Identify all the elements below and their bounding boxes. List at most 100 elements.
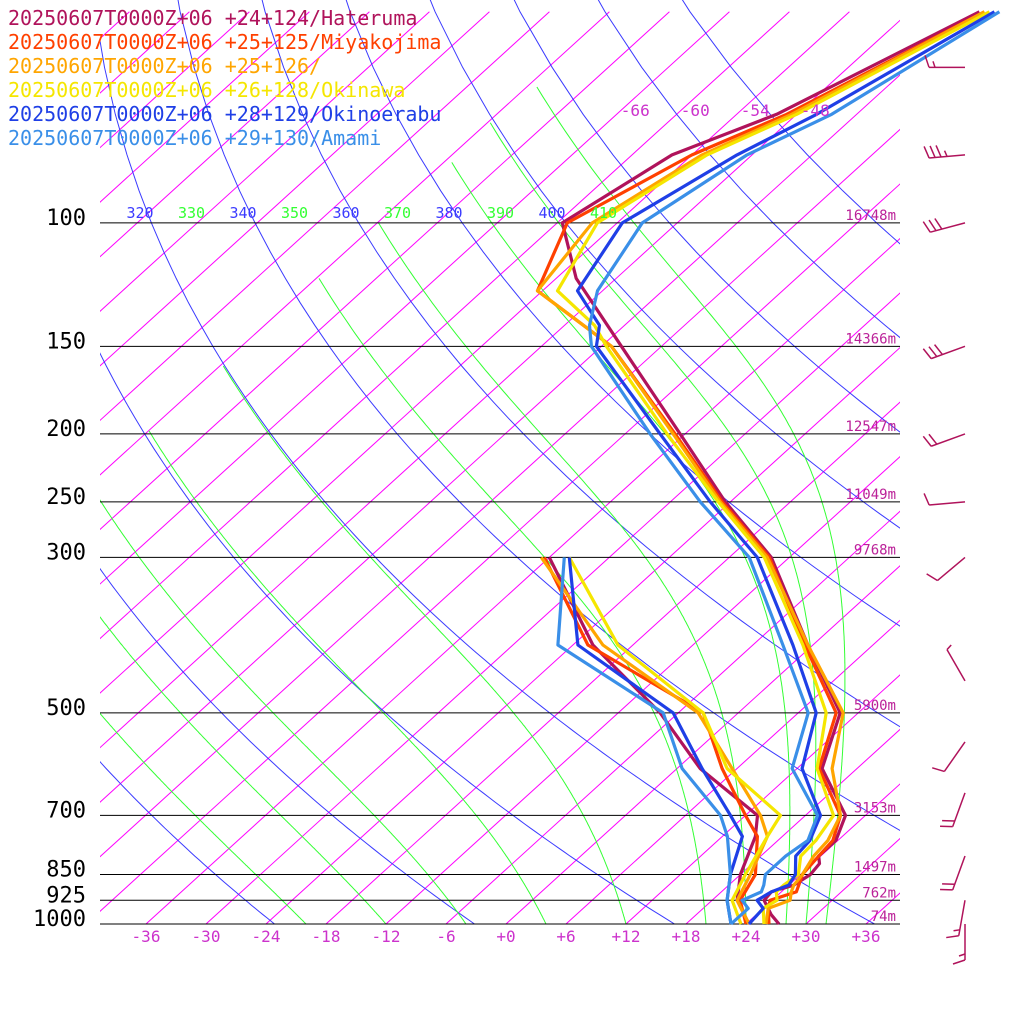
wind-barb-flag <box>928 346 938 358</box>
theta-label: 410 <box>590 204 617 222</box>
pressure-label: 1000 <box>33 907 86 932</box>
legend-entry: 20250607T0000Z+06 +25+126/ <box>8 54 322 78</box>
pressure-label: 500 <box>46 696 86 721</box>
isotherm-line <box>986 12 1024 924</box>
isotherm-line <box>505 565 900 924</box>
isotherm-line <box>145 237 900 924</box>
dry-adiabat-line <box>429 0 900 529</box>
wind-barb-flag <box>926 573 938 582</box>
theta-label: 380 <box>435 204 462 222</box>
temperature-tick-label: +0 <box>496 927 515 946</box>
temperature-tick-label: -30 <box>192 927 221 946</box>
height-label: 5900m <box>854 698 896 714</box>
wind-barb-flag <box>952 959 966 965</box>
isotherm-line <box>325 401 900 924</box>
height-label: 74m <box>871 909 896 925</box>
isotherm-top-label: -48 <box>801 101 830 120</box>
temperature-tick-label: -24 <box>252 927 281 946</box>
legend-entry: 20250607T0000Z+06 +26+128/Okinawa <box>8 78 406 102</box>
wind-barb <box>922 433 966 447</box>
dry-adiabat-line <box>100 761 276 924</box>
wind-barb-staff <box>946 649 966 682</box>
pressure-label: 850 <box>46 858 86 883</box>
temperature-tick-label: -36 <box>132 927 161 946</box>
wind-barb-flag <box>943 150 948 157</box>
temperature-tick-label: -18 <box>312 927 341 946</box>
temperature-tick-label: +24 <box>732 927 761 946</box>
isotherm-top-label: -60 <box>681 101 710 120</box>
wind-barb <box>923 145 966 159</box>
wind-barb <box>940 792 966 828</box>
wind-barb-flag <box>928 433 938 445</box>
isotherm-line <box>100 183 900 912</box>
isotherm-line <box>745 783 900 924</box>
height-label: 14366m <box>845 331 896 347</box>
dewpoint-line <box>567 556 783 925</box>
moist-adiabat-line <box>222 365 627 924</box>
isotherm-line <box>100 19 900 749</box>
isotherm-line <box>100 11 850 694</box>
dry-adiabat-line <box>597 0 900 339</box>
temperature-line <box>535 10 986 925</box>
dry-adiabat-line <box>100 37 876 924</box>
isotherm-line <box>100 11 790 640</box>
dry-adiabat-line <box>177 0 900 831</box>
isotherm-line <box>100 11 550 422</box>
wind-barb-flag <box>928 219 937 232</box>
wind-barb-flag <box>932 61 936 68</box>
wind-barb-staff <box>936 556 966 582</box>
pressure-label: 200 <box>46 417 86 442</box>
temperature-tick-label: +36 <box>852 927 881 946</box>
height-label: 9768m <box>854 542 896 558</box>
height-label: 1497m <box>854 860 896 876</box>
wind-barb-flag <box>922 348 932 360</box>
temperature-tick-label: +30 <box>792 927 821 946</box>
wind-barb-flag <box>923 146 930 159</box>
wind-barb <box>922 344 966 360</box>
wind-barb <box>940 855 966 891</box>
wind-barb <box>924 55 965 69</box>
wind-barb-flag <box>929 145 936 158</box>
isotherm-line <box>100 128 900 858</box>
pressure-label: 150 <box>46 329 86 354</box>
theta-label: 340 <box>229 204 256 222</box>
wind-barb-staff <box>943 741 966 772</box>
wind-barb-flag <box>924 55 930 68</box>
wind-barb-flag <box>922 221 931 233</box>
temperature-line <box>535 10 986 925</box>
wind-barb-staff <box>929 501 966 506</box>
wind-barb-flag <box>953 929 960 932</box>
legend-entry: 20250607T0000Z+06 +24+124/Hateruma <box>8 6 418 30</box>
theta-label: 400 <box>538 204 565 222</box>
isotherm-line <box>205 292 900 924</box>
isotherm-line <box>100 11 610 476</box>
wind-barb-flag <box>935 145 942 158</box>
wind-barb <box>932 741 966 773</box>
wind-barb <box>946 900 966 939</box>
theta-label: 350 <box>281 204 308 222</box>
isotherm-line <box>805 837 900 924</box>
wind-barb <box>926 556 966 582</box>
pressure-label: 100 <box>46 206 86 231</box>
isotherm-top-label: -66 <box>621 101 650 120</box>
height-label: 11049m <box>845 487 896 503</box>
theta-label: 370 <box>384 204 411 222</box>
dewpoint-line <box>542 556 760 925</box>
theta-label: 320 <box>126 204 153 222</box>
theta-label: 330 <box>178 204 205 222</box>
temperature-line <box>575 10 996 926</box>
height-label: 12547m <box>845 419 896 435</box>
isotherm-line <box>100 11 430 312</box>
wind-barb-flag <box>923 493 930 506</box>
legend-entry: 20250607T0000Z+06 +28+129/Okinoerabu <box>8 102 442 126</box>
isotherm-line <box>926 12 1024 924</box>
height-label: 3153m <box>854 800 896 816</box>
wind-barb-flag <box>934 218 943 230</box>
wind-barb <box>952 924 966 965</box>
wind-barb <box>922 218 966 233</box>
moist-adiabat-line <box>148 430 547 924</box>
isotherm-line <box>265 346 900 924</box>
height-label: 762m <box>862 885 896 901</box>
isotherm-line <box>100 11 370 258</box>
